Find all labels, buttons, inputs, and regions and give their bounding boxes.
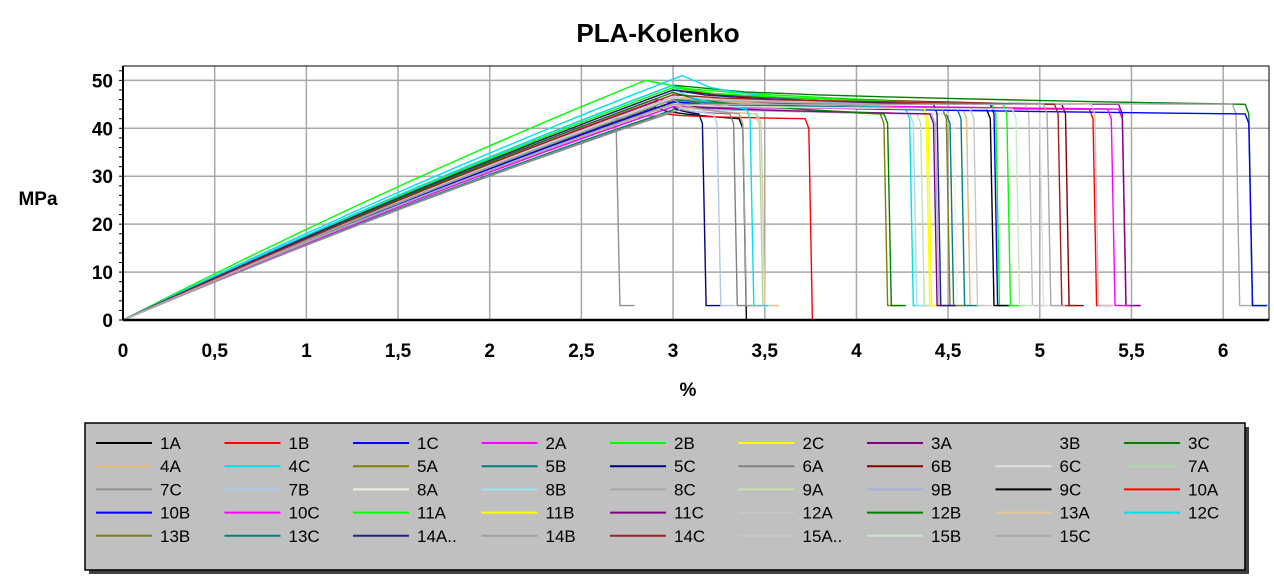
legend-label: 13C (289, 527, 320, 546)
legend-label: 4C (289, 457, 311, 476)
y-tick-label: 10 (92, 263, 113, 284)
legend-label: 12C (1188, 504, 1219, 523)
legend-label: 2B (674, 434, 695, 453)
x-tick-label: 5,5 (1118, 341, 1145, 362)
legend-label: 13B (160, 527, 190, 546)
legend-label: 9A (803, 480, 824, 499)
y-tick-label: 0 (102, 311, 113, 332)
legend-label: 13A (1060, 504, 1091, 523)
legend-label: 9C (1060, 480, 1082, 499)
x-tick-label: 3 (668, 341, 679, 362)
legend-label: 14B (546, 527, 576, 546)
legend-label: 2A (546, 434, 567, 453)
x-tick-label: 2,5 (568, 341, 595, 362)
series-line-2B (122, 79, 1015, 321)
x-tick-label: 3,5 (752, 341, 779, 362)
legend-label: 5B (546, 457, 567, 476)
x-tick-label: 2 (484, 341, 495, 362)
legend-label: 10B (160, 504, 190, 523)
legend: 1A 1B 1C 2A 2B 2C 3A 3B 3C 4A 4C 5A 5B 5C 6A 6B 6C 7A 7C 7B… (84, 422, 1249, 574)
y-tick-label: 20 (92, 215, 113, 236)
legend-label: 15C (1060, 527, 1091, 546)
chart-title: PLA-Kolenko (576, 18, 739, 48)
legend-label: 1C (417, 434, 439, 453)
legend-box (84, 422, 1246, 571)
legend-label: 10A (1188, 480, 1219, 499)
x-tick-label: 1 (301, 341, 312, 362)
series-line-7C (122, 110, 674, 321)
legend-label: 7A (1188, 457, 1209, 476)
legend-label: 1A (160, 434, 181, 453)
legend-label: 7B (289, 480, 310, 499)
legend-label: 11A (417, 504, 447, 523)
legend-label: 6C (1060, 457, 1082, 476)
legend-label: 12B (931, 504, 961, 523)
legend-label: 3C (1188, 434, 1210, 453)
x-axis-label: % (680, 380, 697, 401)
legend-label: 5C (674, 457, 696, 476)
legend-label: 15B (931, 527, 961, 546)
legend-label: 15A.. (803, 527, 843, 546)
legend-label: 11B (546, 504, 575, 523)
x-tick-label: 5 (1035, 341, 1046, 362)
y-axis-label: MPa (18, 189, 58, 210)
legend-label: 5A (417, 457, 438, 476)
x-tick-label: 0,5 (201, 341, 228, 362)
x-tick-label: 4,5 (935, 341, 962, 362)
legend-label: 11C (674, 504, 704, 523)
legend-label: 14A.. (417, 527, 457, 546)
legend-label: 3B (1060, 434, 1081, 453)
legend-label: 8B (546, 480, 567, 499)
legend-label: 2C (803, 434, 825, 453)
legend-label: 8C (674, 480, 696, 499)
x-tick-label: 1,5 (385, 341, 412, 362)
y-tick-label: 30 (92, 167, 113, 188)
legend-label: 3A (931, 434, 952, 453)
x-tick-label: 0 (118, 341, 129, 362)
x-tick-label: 6 (1218, 341, 1229, 362)
series-line-14C (122, 94, 1077, 321)
x-tick-label: 4 (851, 341, 862, 362)
series-line-15C (122, 103, 1066, 321)
y-tick-label: 50 (92, 71, 113, 92)
legend-label: 14C (674, 527, 705, 546)
plot-frame (122, 65, 1270, 321)
legend-label: 1B (289, 434, 310, 453)
plot-area: 0 0,5 1 1,5 2 2,5 3 3,5 4 4,5 5 5,5 6 0 10 20 30 40 50 (92, 65, 1270, 362)
legend-label: 9B (931, 480, 952, 499)
legend-label: 8A (417, 480, 438, 499)
legend-label: 6B (931, 457, 952, 476)
y-tick-label: 40 (92, 119, 113, 140)
series-line-14B (122, 98, 762, 321)
legend-label: 12A (803, 504, 834, 523)
legend-label: 6A (803, 457, 824, 476)
legend-label: 4A (160, 457, 181, 476)
legend-label: 10C (289, 504, 320, 523)
legend-label: 7C (160, 480, 182, 499)
